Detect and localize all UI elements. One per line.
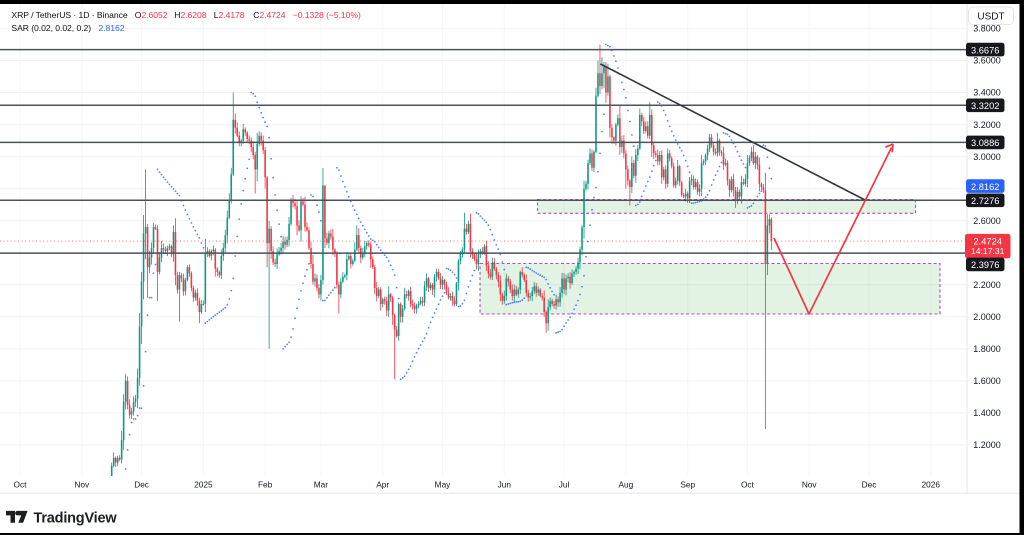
svg-text:1.8000: 1.8000 [973, 344, 1001, 354]
svg-text:1.4000: 1.4000 [973, 408, 1001, 418]
svg-text:14:17:31: 14:17:31 [971, 246, 1005, 256]
svg-text:Apr: Apr [376, 480, 389, 490]
svg-text:Sep: Sep [680, 480, 695, 490]
svg-text:2.6000: 2.6000 [973, 216, 1001, 226]
svg-text:Jun: Jun [498, 480, 512, 490]
svg-text:TradingView: TradingView [34, 510, 118, 526]
svg-text:2.0000: 2.0000 [973, 312, 1001, 322]
svg-text:Nov: Nov [74, 480, 90, 490]
svg-text:3.6676: 3.6676 [971, 45, 999, 55]
svg-text:1.6000: 1.6000 [973, 376, 1001, 386]
svg-text:2.7276: 2.7276 [971, 196, 999, 206]
svg-text:SAR (0.02, 0.02, 0.2)2.8162: SAR (0.02, 0.02, 0.2) 2.8162 [11, 23, 124, 33]
svg-text:3.2000: 3.2000 [973, 120, 1001, 130]
svg-text:2.3976: 2.3976 [971, 260, 999, 270]
svg-text:2025: 2025 [194, 480, 213, 490]
svg-text:2.8162: 2.8162 [971, 182, 999, 192]
svg-text:Nov: Nov [802, 480, 818, 490]
svg-text:Aug: Aug [619, 480, 634, 490]
svg-text:Dec: Dec [862, 480, 877, 490]
svg-text:2.4724: 2.4724 [973, 237, 1001, 247]
svg-text:2.2000: 2.2000 [973, 280, 1001, 290]
svg-text:USDT: USDT [977, 11, 1004, 22]
svg-text:3.8000: 3.8000 [973, 24, 1001, 34]
svg-text:1.2000: 1.2000 [973, 440, 1001, 450]
svg-text:Jul: Jul [559, 480, 570, 490]
svg-text:3.0886: 3.0886 [971, 138, 999, 148]
svg-text:May: May [435, 480, 452, 490]
svg-text:3.3202: 3.3202 [971, 101, 999, 111]
svg-text:Feb: Feb [258, 480, 273, 490]
svg-text:3.4000: 3.4000 [973, 88, 1001, 98]
svg-text:3.0000: 3.0000 [973, 152, 1001, 162]
svg-text:3.6000: 3.6000 [973, 56, 1001, 66]
svg-text:Dec: Dec [134, 480, 149, 490]
svg-text:Oct: Oct [741, 480, 755, 490]
svg-text:Mar: Mar [314, 480, 329, 490]
svg-text:Oct: Oct [14, 480, 28, 490]
svg-text:2026: 2026 [922, 480, 941, 490]
